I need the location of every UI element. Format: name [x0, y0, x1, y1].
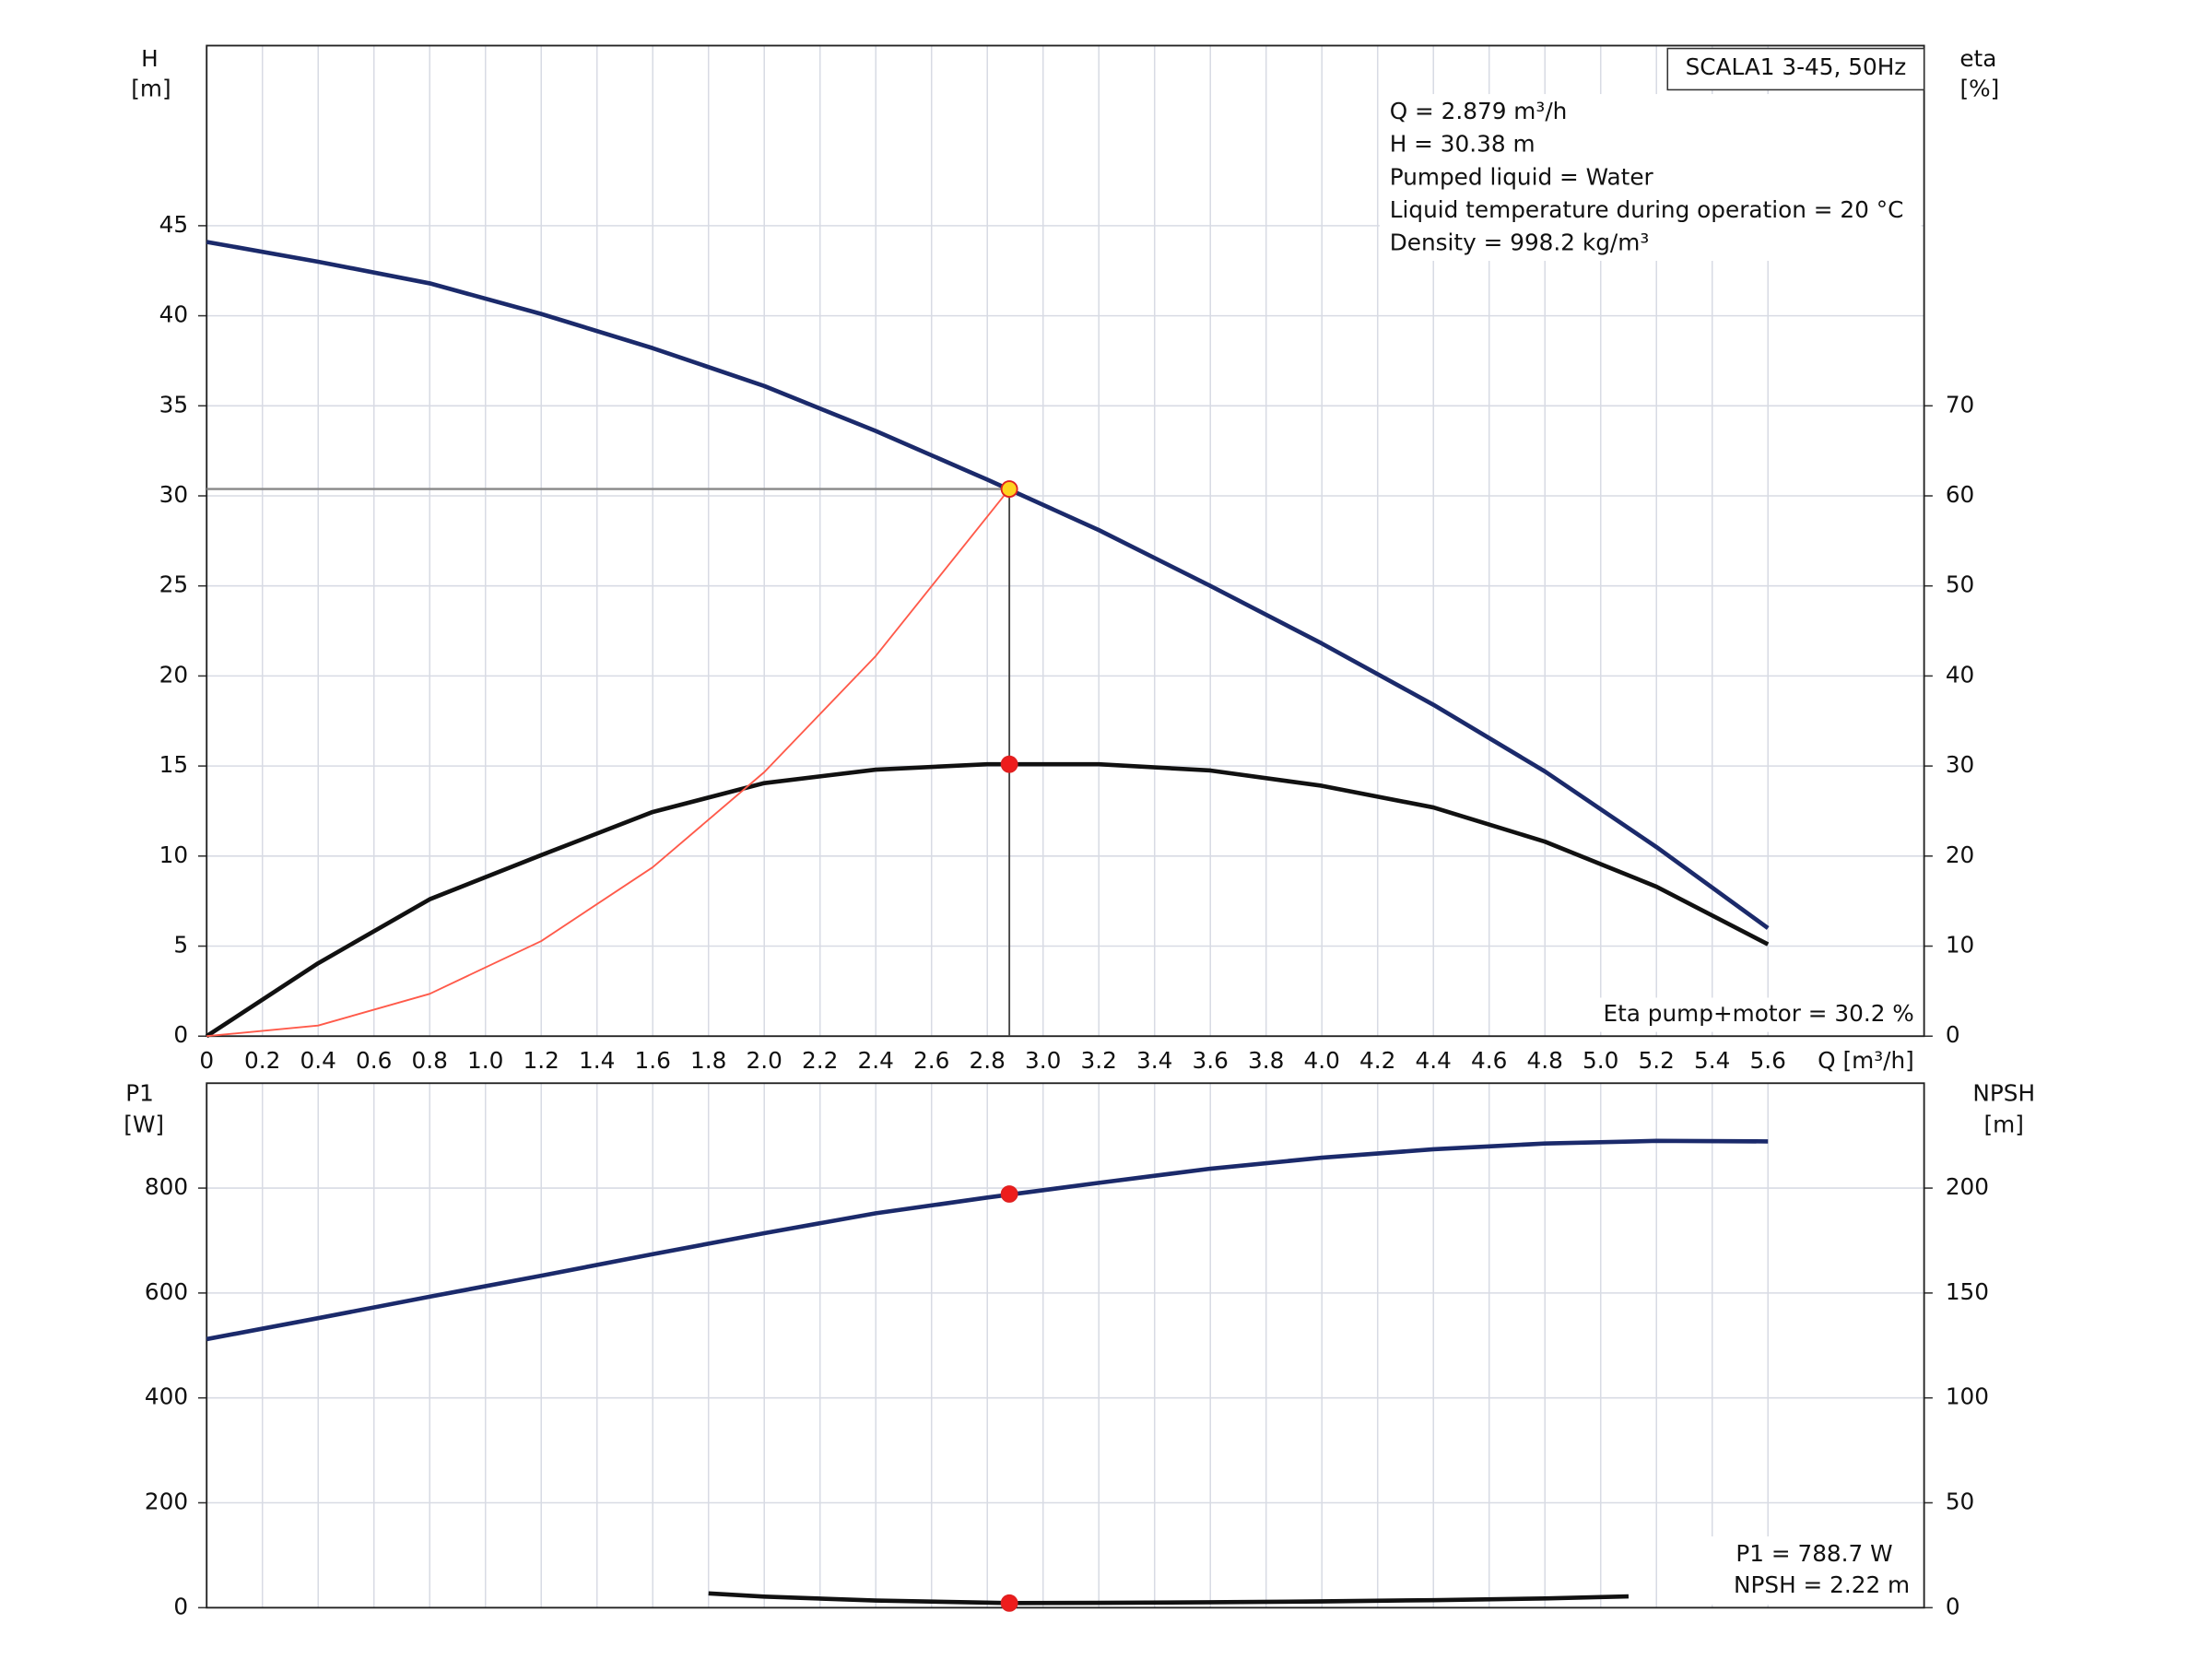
- y-tick-label: 20: [159, 661, 188, 688]
- info-box: [1379, 94, 1922, 261]
- x-tick-label: 4.6: [1471, 1047, 1507, 1074]
- y2-axis-label: eta: [1959, 45, 1996, 72]
- y2-tick-label: 40: [1946, 661, 1974, 688]
- y2-axis-label: NPSH: [1972, 1080, 2035, 1107]
- x-tick-label: 0: [199, 1047, 214, 1074]
- x-tick-label: 2.4: [858, 1047, 894, 1074]
- x-tick-label: 3.4: [1136, 1047, 1172, 1074]
- info-box: [1710, 1536, 1919, 1606]
- y-tick-label: 0: [173, 1593, 188, 1619]
- x-tick-label: 5.6: [1750, 1047, 1786, 1074]
- x-tick-label: 3.2: [1081, 1047, 1117, 1074]
- annotation: H = 30.38 m: [1390, 131, 1535, 158]
- y-tick-label: 800: [145, 1173, 188, 1200]
- y2-tick-label: 0: [1946, 1593, 1960, 1619]
- y-tick-label: 35: [159, 391, 188, 418]
- x-tick-label: 1.8: [690, 1047, 726, 1074]
- x-tick-label: 0.2: [244, 1047, 280, 1074]
- x-tick-label: 4.4: [1416, 1047, 1452, 1074]
- title-box: [1666, 47, 1925, 91]
- x-tick-label: 1.4: [579, 1047, 615, 1074]
- y2-tick-label: 50: [1946, 1488, 1974, 1515]
- chart-title: SCALA1 3-45, 50Hz: [1686, 53, 1907, 80]
- y2-tick-label: 50: [1946, 571, 1974, 598]
- y2-tick-label: 150: [1946, 1278, 1989, 1305]
- y2-tick-label: 20: [1946, 841, 1974, 868]
- operating-point: [1000, 1185, 1018, 1203]
- annotation: P1 = 788.7 W: [1735, 1540, 1892, 1567]
- text-layer: H [m] eta [%] P1 [W] NPSH [m] SCALA1 3-4…: [124, 45, 2035, 1619]
- x-tick-label: 0.8: [412, 1047, 448, 1074]
- x-tick-label: 1.2: [524, 1047, 559, 1074]
- data-line: [708, 1591, 1630, 1606]
- y2-axis-unit: [m]: [1984, 1112, 2024, 1138]
- y-tick-label: 15: [159, 751, 188, 778]
- y2-tick-label: 10: [1946, 932, 1974, 959]
- y-tick-label: 30: [159, 481, 188, 508]
- data-line: [205, 761, 1770, 1039]
- y2-axis-unit: [%]: [1960, 75, 2000, 101]
- annotation: Density = 998.2 kg/m³: [1390, 229, 1650, 255]
- y-tick-label: 400: [145, 1383, 188, 1410]
- y-tick-label: 0: [173, 1021, 188, 1048]
- x-tick-label: 5.0: [1583, 1047, 1618, 1074]
- y-tick-label: 600: [145, 1278, 188, 1305]
- y-axis-label: P1: [125, 1080, 154, 1107]
- footnote-box: [1593, 997, 1919, 1032]
- x-tick-label: 2.0: [747, 1047, 782, 1074]
- x-tick-label: 3.0: [1025, 1047, 1061, 1074]
- x-tick-label: 4.0: [1304, 1047, 1340, 1074]
- y-axis-unit: [m]: [131, 75, 171, 101]
- plot-frame: [206, 44, 1925, 1038]
- y2-tick-label: 30: [1946, 751, 1974, 778]
- y-tick-label: 5: [173, 932, 188, 959]
- operating-point: [1000, 1594, 1018, 1612]
- x-tick-label: 4.8: [1527, 1047, 1563, 1074]
- data-line: [206, 488, 1010, 1038]
- x-tick-label: 1.6: [635, 1047, 671, 1074]
- x-tick-label: 2.8: [970, 1047, 1006, 1074]
- y2-tick-label: 200: [1946, 1173, 1989, 1200]
- data-line: [206, 1138, 1769, 1342]
- grid-layer: [197, 44, 1933, 1609]
- annotation: NPSH = 2.22 m: [1734, 1571, 1910, 1598]
- y-tick-label: 40: [159, 301, 188, 328]
- x-tick-label: 0.6: [356, 1047, 392, 1074]
- annotation: Pumped liquid = Water: [1390, 163, 1654, 190]
- x-tick-label: 5.2: [1639, 1047, 1675, 1074]
- operating-point: [1000, 480, 1018, 499]
- data-line: [206, 240, 1770, 930]
- y-tick-label: 25: [159, 571, 188, 598]
- y-tick-label: 10: [159, 841, 188, 868]
- x-tick-label: 3.8: [1248, 1047, 1284, 1074]
- x-tick-label: 2.2: [802, 1047, 838, 1074]
- x-tick-label: 3.6: [1193, 1047, 1229, 1074]
- y2-tick-label: 60: [1946, 481, 1974, 508]
- y2-tick-label: 0: [1946, 1021, 1960, 1048]
- y2-tick-label: 100: [1946, 1383, 1989, 1410]
- plot-frame: [206, 1082, 1925, 1609]
- annotation: Q = 2.879 m³/h: [1390, 98, 1568, 124]
- x-tick-label: 4.2: [1359, 1047, 1395, 1074]
- y2-tick-label: 70: [1946, 391, 1974, 418]
- y-tick-label: 45: [159, 211, 188, 238]
- y-axis-unit: [W]: [124, 1112, 164, 1138]
- footnote: Eta pump+motor = 30.2 %: [1603, 1000, 1913, 1027]
- x-tick-label: 2.6: [913, 1047, 949, 1074]
- x-tick-label: 1.0: [467, 1047, 503, 1074]
- x-tick-label: 0.4: [300, 1047, 336, 1074]
- operating-point: [1000, 755, 1018, 773]
- x-axis-label: Q [m³/h]: [1818, 1047, 1914, 1074]
- x-tick-label: 5.4: [1694, 1047, 1730, 1074]
- y-axis-label: H: [141, 45, 159, 72]
- data-layer: [205, 240, 1770, 1612]
- annotation: Liquid temperature during operation = 20…: [1390, 196, 1904, 223]
- y-tick-label: 200: [145, 1488, 188, 1515]
